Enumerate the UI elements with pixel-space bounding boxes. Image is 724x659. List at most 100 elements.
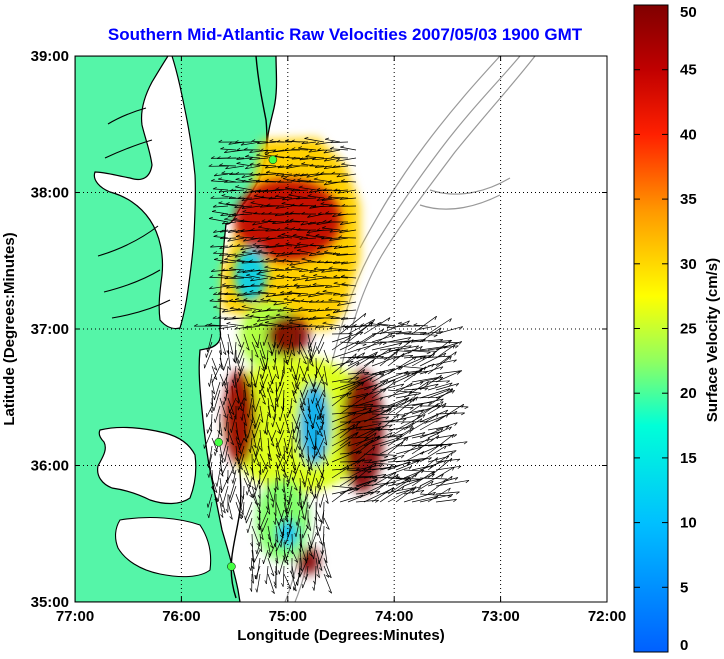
velocity-vector-head bbox=[252, 493, 255, 498]
velocity-vector bbox=[298, 308, 317, 311]
velocity-vector-head bbox=[226, 321, 231, 325]
velocity-vector bbox=[283, 307, 301, 311]
radar-stations bbox=[214, 155, 278, 571]
velocity-vector-head bbox=[270, 498, 274, 502]
velocity-vector-head bbox=[207, 382, 210, 387]
velocity-vector-head bbox=[379, 397, 384, 401]
velocity-vector bbox=[411, 413, 439, 431]
velocity-vector-head bbox=[237, 468, 240, 473]
velocity-vector-head bbox=[438, 327, 442, 332]
velocity-vector bbox=[259, 405, 264, 423]
velocity-vector-head bbox=[218, 201, 223, 204]
colorbar-tick-label: 10 bbox=[680, 515, 697, 532]
velocity-vector-head bbox=[362, 369, 365, 374]
velocity-vector bbox=[307, 285, 325, 288]
velocity-vector bbox=[295, 357, 301, 379]
velocity-vector-head bbox=[229, 416, 233, 420]
velocity-vector bbox=[313, 373, 317, 387]
velocity-vector-head bbox=[220, 213, 225, 216]
velocity-vector-head bbox=[316, 483, 319, 488]
velocity-vector-head bbox=[255, 345, 259, 349]
velocity-vector-head bbox=[208, 164, 213, 167]
velocity-vector bbox=[395, 446, 422, 455]
velocity-vector-head bbox=[409, 382, 413, 387]
velocity-vector-head bbox=[286, 350, 289, 355]
velocity-vector bbox=[328, 299, 349, 303]
velocity-vector bbox=[299, 317, 317, 321]
velocity-vector-head bbox=[207, 513, 210, 519]
velocity-vector-head bbox=[289, 211, 294, 214]
velocity-vector-head bbox=[431, 363, 435, 368]
velocity-vector-head bbox=[253, 458, 255, 463]
velocity-vector bbox=[371, 381, 396, 399]
velocity-vector bbox=[331, 424, 355, 439]
velocity-vector bbox=[331, 431, 359, 447]
velocity-vector bbox=[261, 517, 269, 532]
velocity-vector-head bbox=[222, 366, 224, 371]
velocity-vector-head bbox=[400, 421, 405, 425]
velocity-vector-head bbox=[312, 204, 317, 208]
velocity-vector bbox=[252, 250, 269, 255]
velocity-vector-head bbox=[231, 379, 234, 384]
velocity-vector-head bbox=[243, 291, 248, 295]
velocity-vector bbox=[250, 365, 253, 388]
velocity-vector-head bbox=[308, 323, 313, 327]
velocity-vector bbox=[298, 333, 301, 355]
velocity-vector-head bbox=[449, 382, 453, 387]
velocity-vector bbox=[235, 429, 242, 446]
velocity-vector-head bbox=[224, 150, 228, 153]
velocity-vector bbox=[276, 533, 285, 552]
velocity-vector bbox=[347, 466, 372, 487]
velocity-vector-head bbox=[411, 422, 415, 427]
velocity-vector-head bbox=[315, 325, 320, 329]
velocity-vector bbox=[293, 413, 301, 434]
velocity-vector-head bbox=[372, 333, 376, 337]
velocity-vector-head bbox=[265, 506, 269, 511]
velocity-vector-head bbox=[461, 404, 465, 408]
velocity-vector bbox=[283, 469, 290, 484]
velocity-vector bbox=[309, 349, 317, 364]
velocity-vector bbox=[276, 314, 293, 319]
velocity-vector bbox=[307, 517, 312, 531]
velocity-vector bbox=[321, 413, 325, 430]
velocity-vector-head bbox=[273, 581, 276, 586]
velocity-vector bbox=[304, 138, 325, 143]
velocity-vector bbox=[287, 349, 293, 365]
velocity-vector bbox=[294, 437, 301, 453]
velocity-vector bbox=[299, 269, 317, 273]
velocity-vector-head bbox=[404, 479, 409, 482]
velocity-vector bbox=[212, 211, 229, 215]
velocity-vector bbox=[315, 445, 323, 459]
velocity-vector-head bbox=[239, 503, 242, 508]
velocity-vector-head bbox=[237, 196, 242, 199]
velocity-vector bbox=[253, 549, 261, 563]
velocity-vector bbox=[333, 293, 349, 296]
velocity-vector-head bbox=[257, 526, 260, 531]
velocity-vector bbox=[355, 371, 382, 383]
velocity-vector bbox=[228, 268, 245, 271]
y-tick-label: 35:00 bbox=[31, 594, 69, 611]
velocity-vector-head bbox=[333, 274, 338, 278]
velocity-vector-head bbox=[262, 394, 266, 398]
velocity-vector-head bbox=[268, 196, 273, 200]
velocity-vector bbox=[341, 317, 357, 320]
velocity-vector-head bbox=[415, 396, 418, 401]
velocity-vector-head bbox=[236, 156, 241, 160]
velocity-vector-head bbox=[297, 293, 302, 297]
velocity-vector-head bbox=[446, 380, 450, 384]
velocity-vector bbox=[338, 245, 357, 249]
velocity-vector bbox=[316, 197, 333, 201]
velocity-vector-head bbox=[406, 437, 409, 442]
velocity-vector-head bbox=[398, 321, 403, 324]
velocity-vector-head bbox=[448, 443, 453, 447]
velocity-vector bbox=[281, 234, 301, 239]
velocity-vector bbox=[403, 437, 430, 455]
velocity-vector-head bbox=[213, 251, 218, 254]
velocity-vector-head bbox=[220, 459, 224, 464]
velocity-vector-head bbox=[262, 559, 264, 564]
velocity-vector-head bbox=[302, 361, 307, 365]
velocity-vector-head bbox=[262, 356, 266, 360]
velocity-vector bbox=[286, 405, 293, 418]
chart-title: Southern Mid-Atlantic Raw Velocities 200… bbox=[108, 25, 583, 44]
velocity-vector-head bbox=[293, 245, 298, 249]
